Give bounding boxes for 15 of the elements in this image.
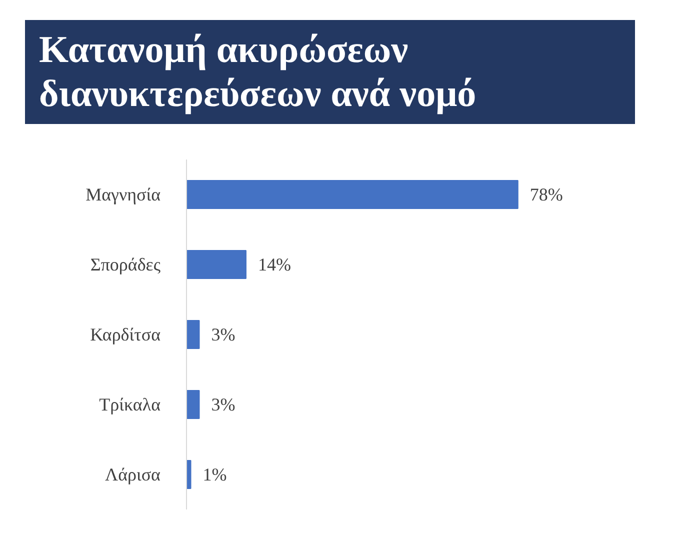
y-tick-label: Καρδίτσα <box>90 324 162 344</box>
data-label: 14% <box>258 254 291 274</box>
y-tick-label: Μαγνησία <box>86 184 162 204</box>
bar <box>186 390 200 419</box>
data-label: 78% <box>530 184 563 204</box>
data-label: 3% <box>211 324 236 344</box>
y-tick-label: Τρίκαλα <box>99 394 162 414</box>
y-tick-label: Λάρισα <box>105 464 162 484</box>
chart-title: Κατανομή ακυρώσεων διανυκτερεύσεων ανά νομό <box>39 28 478 116</box>
bar <box>186 250 246 279</box>
data-label: 1% <box>202 464 227 484</box>
bar <box>186 320 200 349</box>
data-label: 3% <box>211 394 236 414</box>
bar <box>186 180 518 209</box>
y-tick-label: Σποράδες <box>90 254 161 274</box>
